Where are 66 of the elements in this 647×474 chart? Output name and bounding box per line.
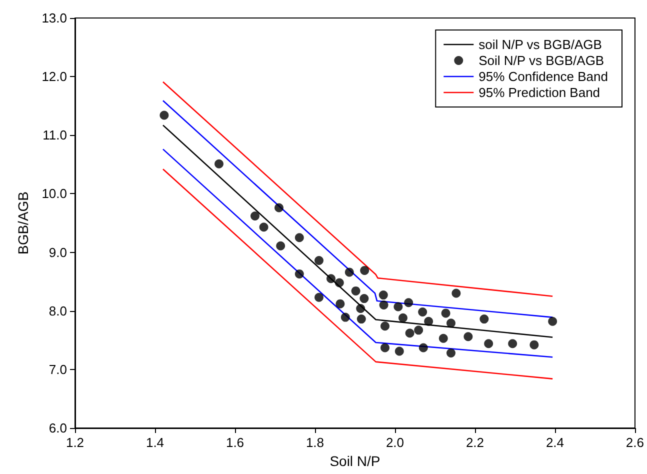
point <box>424 316 434 326</box>
point <box>344 268 354 277</box>
point <box>356 314 366 324</box>
y-tick-label: 8.0 <box>48 303 67 318</box>
y-tick-label: 10.0 <box>42 186 67 202</box>
x-tick-label: 1.6 <box>226 435 244 450</box>
point <box>336 299 345 308</box>
point <box>214 159 224 168</box>
point <box>276 241 286 250</box>
point <box>340 312 350 322</box>
point <box>380 322 390 331</box>
y-tick-label: 7.0 <box>48 362 67 377</box>
point <box>398 313 408 322</box>
y-tick-label: 6.0 <box>48 420 67 436</box>
point <box>441 308 450 318</box>
y-tick-label: 9.0 <box>48 244 67 260</box>
legend-label: 95% Confidence Band <box>478 69 608 84</box>
point <box>351 286 360 296</box>
point <box>314 292 324 302</box>
point <box>360 266 370 275</box>
point <box>259 222 268 232</box>
x-tick-label: 2.6 <box>626 435 644 450</box>
legend-label: soil N/P vs BGB/AGB <box>478 37 602 52</box>
legend-label: 95% Prediction Band <box>478 85 600 100</box>
point <box>394 302 403 312</box>
x-tick-label: 2.0 <box>386 435 404 450</box>
point <box>446 318 456 328</box>
point <box>314 256 324 265</box>
point <box>446 348 456 358</box>
point <box>160 110 169 120</box>
point <box>418 308 428 317</box>
point <box>484 339 494 348</box>
point <box>480 314 489 324</box>
point <box>438 334 448 343</box>
point <box>418 343 428 352</box>
point <box>334 278 344 288</box>
point <box>405 328 414 338</box>
y-tick-label: 13.0 <box>42 10 67 26</box>
x-tick-label: 1.4 <box>146 435 164 450</box>
point <box>378 290 388 300</box>
x-tick-label: 2.4 <box>546 435 564 450</box>
point <box>294 269 304 278</box>
point <box>394 346 404 356</box>
point <box>360 294 369 304</box>
point <box>356 304 366 314</box>
x-tick-label: 1.2 <box>66 435 84 450</box>
x-axis-title: Soil N/P <box>330 452 380 469</box>
legend-label: Soil N/P vs BGB/AGB <box>478 53 604 68</box>
point <box>404 298 414 308</box>
point <box>464 332 473 342</box>
y-tick-label: 12.0 <box>42 69 67 84</box>
y-axis-title: BGB/AGB <box>15 191 31 255</box>
point <box>326 274 336 284</box>
point <box>379 300 388 310</box>
point <box>508 339 518 348</box>
point <box>250 211 260 220</box>
point <box>530 340 539 350</box>
point <box>380 343 390 352</box>
point <box>548 316 558 326</box>
point <box>294 233 304 242</box>
x-tick-label: 2.2 <box>466 435 484 450</box>
x-tick-label: 1.8 <box>306 435 324 450</box>
y-tick-label: 11.0 <box>42 128 67 143</box>
point <box>274 203 284 212</box>
point <box>452 288 461 298</box>
point <box>414 326 424 335</box>
